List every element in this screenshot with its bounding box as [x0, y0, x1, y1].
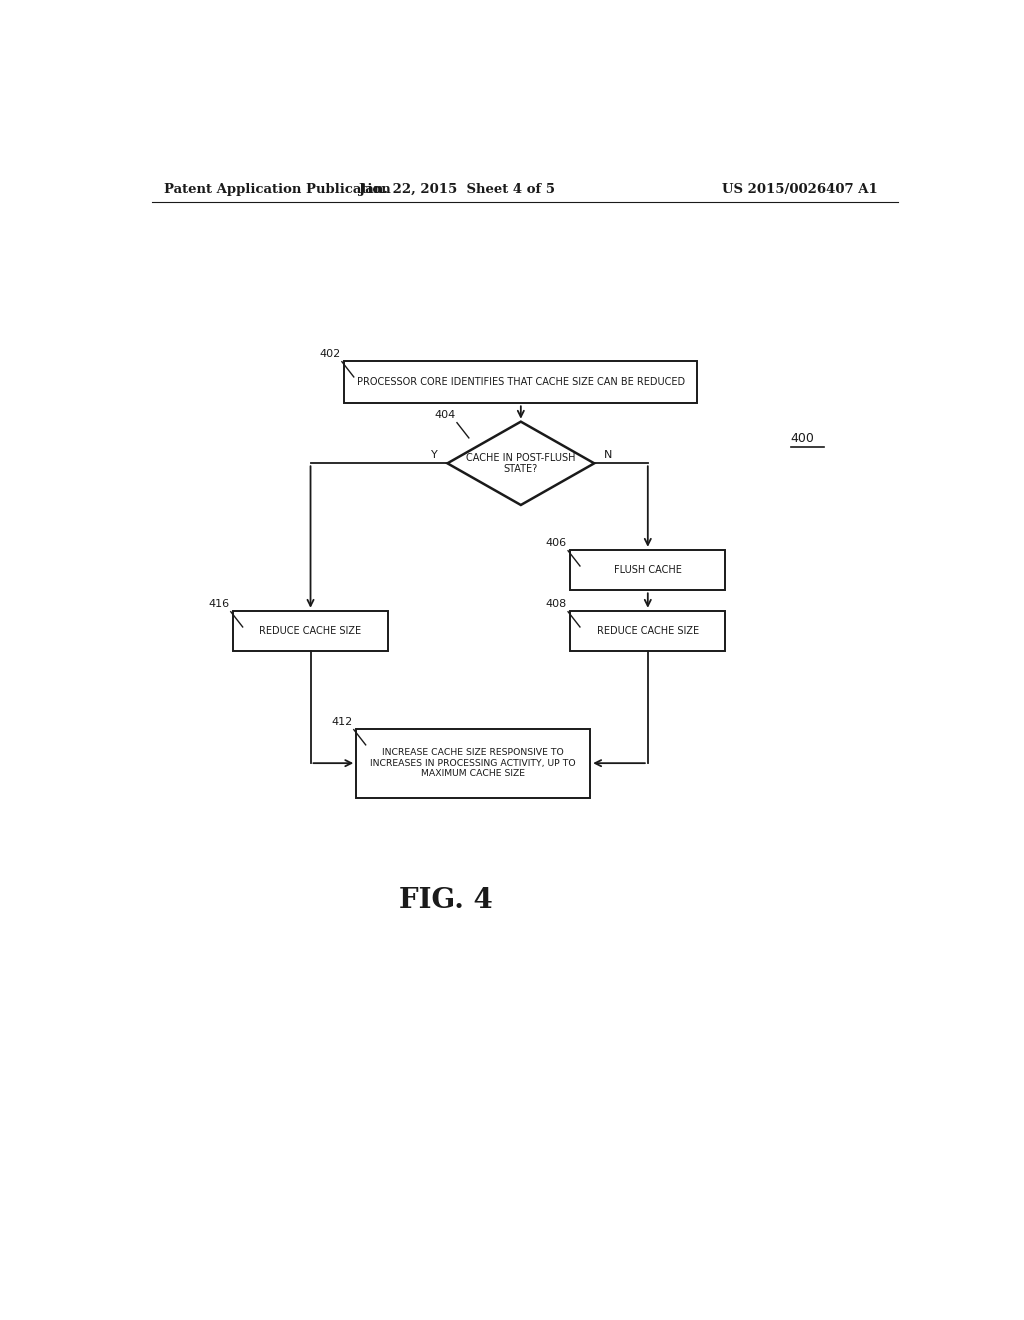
Text: PROCESSOR CORE IDENTIFIES THAT CACHE SIZE CAN BE REDUCED: PROCESSOR CORE IDENTIFIES THAT CACHE SIZ…: [356, 378, 685, 387]
FancyBboxPatch shape: [570, 549, 725, 590]
Text: 402: 402: [319, 348, 340, 359]
FancyBboxPatch shape: [356, 729, 590, 797]
Text: 404: 404: [434, 409, 456, 420]
Text: 408: 408: [545, 599, 566, 609]
Text: Patent Application Publication: Patent Application Publication: [164, 183, 390, 195]
Text: Y: Y: [431, 450, 438, 461]
FancyBboxPatch shape: [233, 611, 388, 651]
Text: N: N: [604, 450, 612, 461]
Text: 400: 400: [791, 432, 814, 445]
Text: Jan. 22, 2015  Sheet 4 of 5: Jan. 22, 2015 Sheet 4 of 5: [359, 183, 555, 195]
Text: REDUCE CACHE SIZE: REDUCE CACHE SIZE: [597, 626, 698, 636]
FancyBboxPatch shape: [570, 611, 725, 651]
Text: US 2015/0026407 A1: US 2015/0026407 A1: [722, 183, 878, 195]
Text: CACHE IN POST-FLUSH
STATE?: CACHE IN POST-FLUSH STATE?: [466, 453, 575, 474]
Polygon shape: [447, 421, 594, 506]
Text: FIG. 4: FIG. 4: [398, 887, 493, 913]
Text: REDUCE CACHE SIZE: REDUCE CACHE SIZE: [259, 626, 361, 636]
Text: 406: 406: [546, 537, 566, 548]
Text: INCREASE CACHE SIZE RESPONSIVE TO
INCREASES IN PROCESSING ACTIVITY, UP TO
MAXIMU: INCREASE CACHE SIZE RESPONSIVE TO INCREA…: [371, 748, 577, 777]
Text: 416: 416: [208, 599, 229, 609]
FancyBboxPatch shape: [344, 360, 697, 404]
Text: 412: 412: [331, 717, 352, 726]
Text: FLUSH CACHE: FLUSH CACHE: [613, 565, 682, 576]
